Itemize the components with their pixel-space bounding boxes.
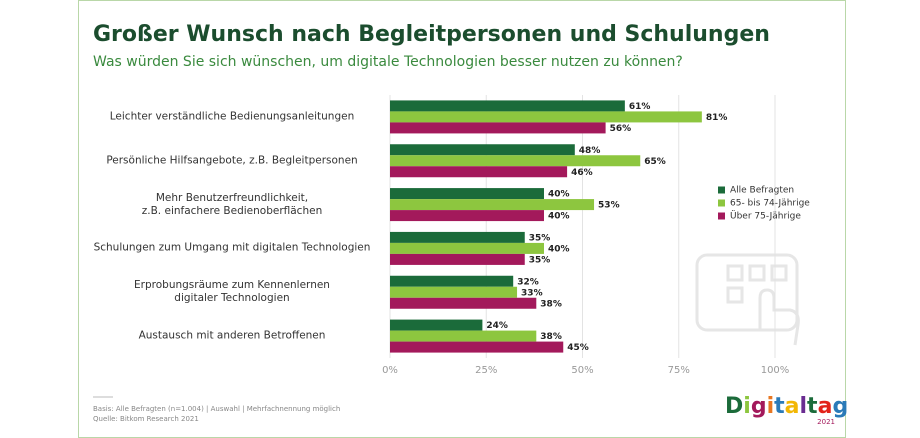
category-label: Leichter verständliche Bedienungsanleitu… xyxy=(109,110,355,123)
background-icon xyxy=(695,253,800,346)
legend-swatch xyxy=(718,199,725,207)
value-label: 40% xyxy=(548,244,570,254)
category-label: Austausch mit anderen Betroffenen xyxy=(138,329,326,342)
value-label: 81% xyxy=(706,113,728,123)
bar xyxy=(390,111,702,123)
value-label: 35% xyxy=(529,233,551,243)
logo-letter: g xyxy=(751,394,767,419)
logo-letter: l xyxy=(800,394,808,419)
value-label: 35% xyxy=(529,255,551,265)
x-tick-label: 50% xyxy=(571,365,593,376)
bar xyxy=(390,242,544,254)
value-label: 40% xyxy=(548,212,570,222)
category-label: Erprobungsräume zum Kennenlernen digital… xyxy=(134,279,330,305)
legend-swatch xyxy=(718,212,725,220)
bar xyxy=(390,275,514,287)
bar xyxy=(390,297,537,309)
bar xyxy=(390,199,595,211)
legend-label: 65- bis 74-Jährige xyxy=(730,199,810,209)
bar xyxy=(390,330,537,342)
footnote: Basis: Alle Befragten (n=1.004) | Auswah… xyxy=(93,405,340,413)
logo-letter: D xyxy=(725,394,743,419)
x-tick-label: 0% xyxy=(382,365,398,376)
bar xyxy=(390,144,575,156)
value-label: 61% xyxy=(629,102,651,112)
value-label: 38% xyxy=(540,299,562,309)
logo-letter: g xyxy=(832,394,848,419)
logo-letter: t xyxy=(774,394,785,419)
value-label: 45% xyxy=(567,343,589,353)
bar xyxy=(390,100,625,112)
value-label: 56% xyxy=(610,124,632,134)
value-label: 38% xyxy=(540,332,562,342)
legend-swatch xyxy=(718,186,725,194)
x-tick-label: 25% xyxy=(475,365,497,376)
chart-title: Großer Wunsch nach Begleitpersonen und S… xyxy=(93,22,770,47)
bar xyxy=(390,122,606,134)
logo-letter: i xyxy=(767,394,775,419)
category-label: Schulungen zum Umgang mit digitalen Tech… xyxy=(93,241,371,254)
value-label: 24% xyxy=(486,321,508,331)
logo-year: 2021 xyxy=(817,418,835,426)
legend-label: Über 75-Jährige xyxy=(730,211,801,222)
logo-letter: t xyxy=(807,394,818,419)
bar xyxy=(390,341,564,353)
bar xyxy=(390,210,544,222)
legend-label: Alle Befragten xyxy=(730,186,794,196)
value-label: 53% xyxy=(598,201,620,211)
value-label: 32% xyxy=(517,277,539,287)
logo-letter: i xyxy=(743,394,751,419)
logo-letter: a xyxy=(785,394,800,419)
x-tick-label: 100% xyxy=(761,365,790,376)
value-label: 33% xyxy=(521,288,543,298)
value-label: 40% xyxy=(548,190,570,200)
bar xyxy=(390,231,525,243)
category-label: Persönliche Hilfsangebote, z.B. Begleitp… xyxy=(106,154,358,167)
logo-letter: a xyxy=(818,394,833,419)
bar xyxy=(390,319,483,331)
bar xyxy=(390,155,641,167)
value-label: 48% xyxy=(579,146,601,156)
logo: Digitaltag xyxy=(725,394,848,419)
x-tick-label: 75% xyxy=(668,365,690,376)
bar xyxy=(390,253,525,265)
bar xyxy=(390,286,518,298)
value-label: 46% xyxy=(571,168,593,178)
bar xyxy=(390,188,544,200)
value-label: 65% xyxy=(644,157,666,167)
chart-subtitle: Was würden Sie sich wünschen, um digital… xyxy=(93,54,683,70)
category-label: Mehr Benutzerfreundlichkeit, z.B. einfac… xyxy=(141,191,323,217)
bar xyxy=(390,166,568,178)
footnote: Quelle: Bitkom Research 2021 xyxy=(93,415,199,423)
